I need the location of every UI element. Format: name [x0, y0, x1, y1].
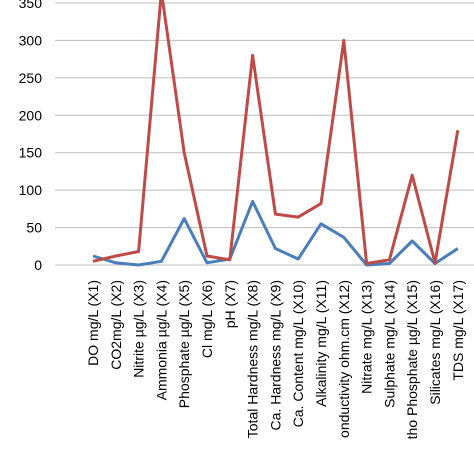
series-line [92, 199, 459, 267]
x-tick-label: tho Phosphate µg/L (X15) [404, 280, 420, 439]
y-tick-label: 50 [26, 220, 42, 236]
x-tick-label: Phosphate µg/L (X5) [176, 280, 192, 408]
x-tick-label: Cl mg/L (X6) [199, 280, 215, 358]
x-tick-label: Nitrite µg/L (X3) [131, 280, 147, 378]
x-tick-label: Alkalinity mg/L (X11) [313, 280, 329, 407]
y-tick-label: 0 [34, 257, 42, 273]
x-tick-label: TDS mg/L (X17) [450, 280, 466, 381]
x-tick-label: Total Hardness mg/L (X8) [245, 280, 261, 438]
x-tick-label: Sulphate mg/L (X14) [381, 280, 397, 408]
y-tick-label: 250 [19, 70, 43, 86]
x-tick-label: Ca. Content mg/L (X10) [290, 280, 306, 427]
x-tick-label: pH (X7) [222, 280, 238, 328]
x-tick-label: Silicates mg/L (X16) [427, 280, 443, 405]
y-tick-label: 200 [19, 107, 43, 123]
y-tick-label: 350 [19, 0, 43, 11]
series-line [92, 0, 460, 265]
x-tick-label: Ca. Hardness mg/L (X9) [267, 280, 283, 430]
y-tick-label: 150 [19, 145, 43, 161]
x-tick-label: Nitrate mg/L (X13) [359, 280, 375, 394]
x-tick-label: Ammonia µg/L (X4) [153, 280, 169, 400]
x-tick-label: DO mg/L (X1) [85, 280, 101, 366]
y-tick-label: 100 [19, 182, 43, 198]
y-tick-label: 300 [19, 32, 43, 48]
x-tick-label: onductivity ohm.cm (X12) [336, 280, 352, 438]
x-tick-label: CO2mg/L (X2) [108, 280, 124, 370]
